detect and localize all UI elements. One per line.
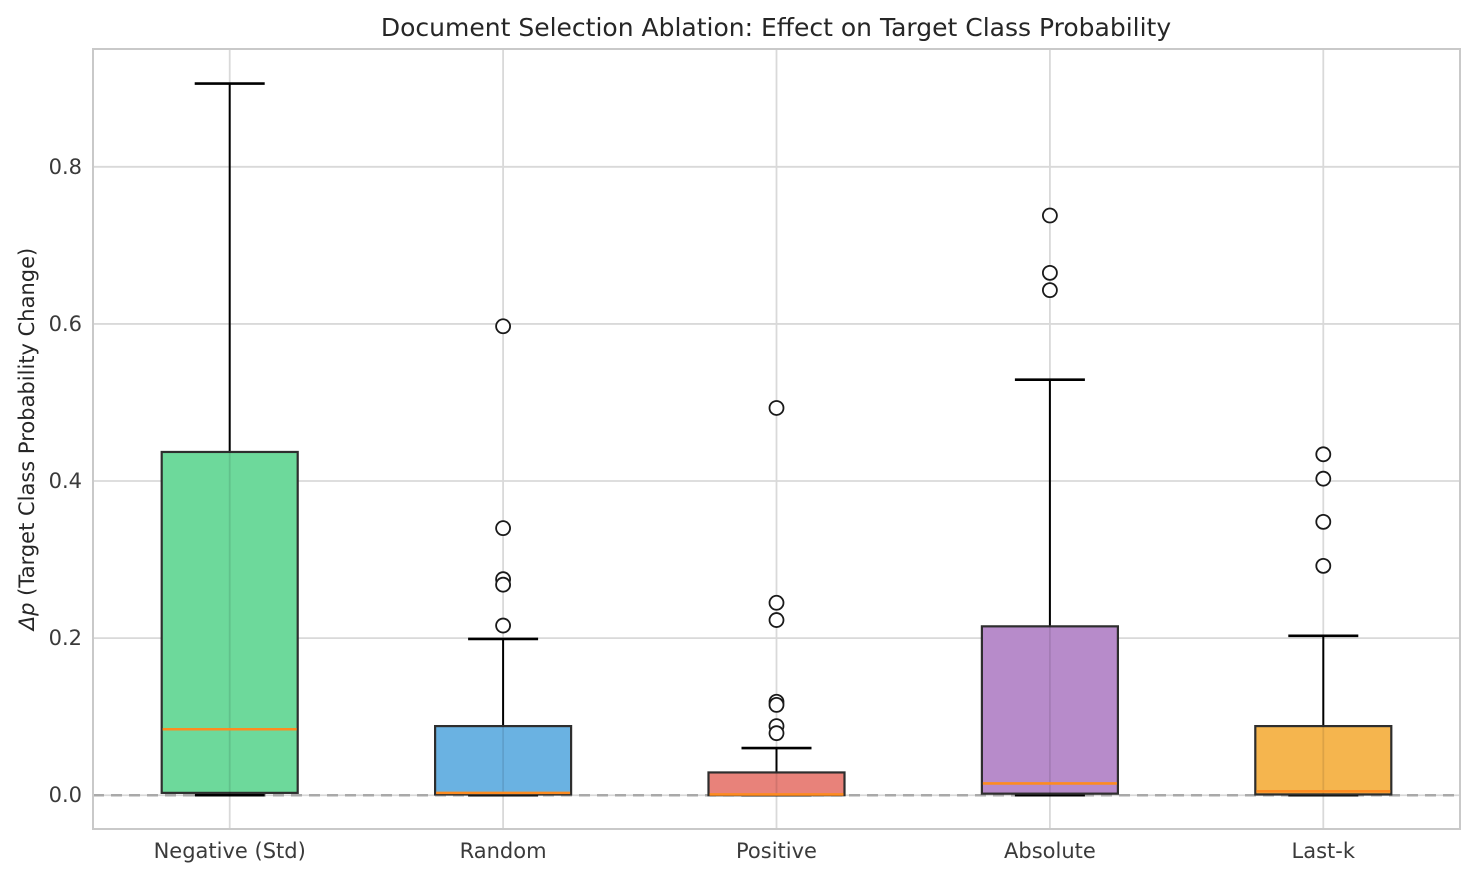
y-axis-label-rest: (Target Class Probability Change) <box>15 247 39 603</box>
y-tick-label: 0.4 <box>49 469 82 493</box>
x-tick-label: Random <box>460 839 547 863</box>
box <box>160 450 299 794</box>
outlier-point <box>768 594 785 611</box>
outlier-point <box>1315 470 1332 487</box>
y-axis-label: Δp (Target Class Probability Change) <box>15 248 39 630</box>
x-tick-label: Negative (Std) <box>154 839 306 863</box>
outlier-point <box>1042 282 1058 299</box>
x-tick-label: Last-k <box>1292 839 1356 863</box>
outlier-point <box>495 520 512 537</box>
y-tick-label: 0.2 <box>49 626 82 650</box>
y-axis-label-math: Δp <box>15 602 39 631</box>
outlier-point <box>1042 207 1058 224</box>
plot-border <box>92 48 1461 830</box>
y-tick-label: 0.8 <box>49 155 82 179</box>
outlier-point <box>1315 557 1332 574</box>
outlier-point <box>1042 264 1058 281</box>
outlier-point <box>495 617 512 634</box>
outlier-point <box>768 612 785 628</box>
outlier-point <box>768 725 785 742</box>
outlier-point <box>495 576 512 593</box>
box <box>434 724 573 796</box>
outlier-point <box>1315 513 1332 530</box>
y-tick-label: 0.6 <box>49 312 82 336</box>
x-tick-label: Positive <box>736 839 817 863</box>
chart-title: Document Selection Ablation: Effect on T… <box>380 13 1172 42</box>
y-tick-label: 0.0 <box>49 783 82 807</box>
outlier-point <box>768 696 785 713</box>
outlier-point <box>495 318 512 335</box>
box <box>1254 724 1393 796</box>
x-tick-label: Absolute <box>1004 839 1096 863</box>
outlier-point <box>768 400 785 416</box>
box <box>980 625 1120 795</box>
outlier-point <box>1315 446 1332 463</box>
